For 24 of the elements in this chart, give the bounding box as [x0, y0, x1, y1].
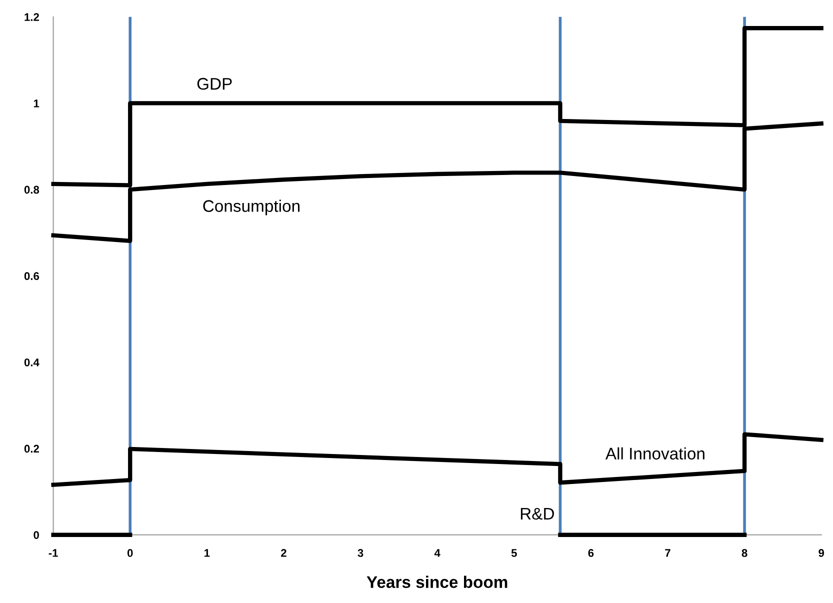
x-tick-label: -1 [48, 549, 58, 557]
series-label: Consumption [203, 200, 300, 216]
x-tick-label: 4 [434, 549, 440, 557]
y-tick-label: 1 [34, 100, 40, 108]
x-tick-label: 0 [127, 549, 133, 557]
x-tick-label: 1 [204, 549, 210, 557]
x-axis-title: Years since boom [366, 576, 508, 588]
y-tick-label: 0.4 [24, 358, 40, 366]
x-tick-label: 9 [818, 549, 824, 557]
x-tick-label: 8 [742, 549, 748, 557]
line-series [51, 432, 824, 487]
series-label: R&D [520, 508, 554, 520]
y-tick-label: 0 [34, 531, 39, 539]
y-tick-label: 0.2 [24, 444, 39, 453]
x-tick-label: 5 [511, 549, 517, 557]
y-tick-label: 0.8 [24, 186, 40, 194]
series-label: GDP [197, 78, 232, 90]
y-tick-label: 1.2 [24, 13, 39, 21]
y-tick-label: 0.6 [24, 272, 40, 280]
x-tick-label: 2 [281, 549, 286, 557]
series-label: All Innovation [605, 447, 704, 460]
x-tick-label: 6 [588, 549, 594, 557]
x-tick-label: 7 [665, 549, 670, 557]
x-tick-label: 3 [358, 549, 364, 557]
